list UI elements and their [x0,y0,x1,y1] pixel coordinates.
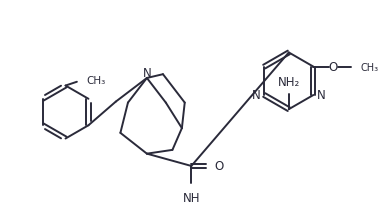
Text: O: O [214,160,223,173]
Text: NH: NH [183,191,200,204]
Text: N: N [252,89,261,102]
Text: N: N [142,67,151,79]
Text: N: N [317,89,325,102]
Text: CH₃: CH₃ [361,62,379,72]
Text: NH₂: NH₂ [278,76,300,89]
Text: O: O [329,61,338,74]
Text: CH₃: CH₃ [86,75,106,85]
